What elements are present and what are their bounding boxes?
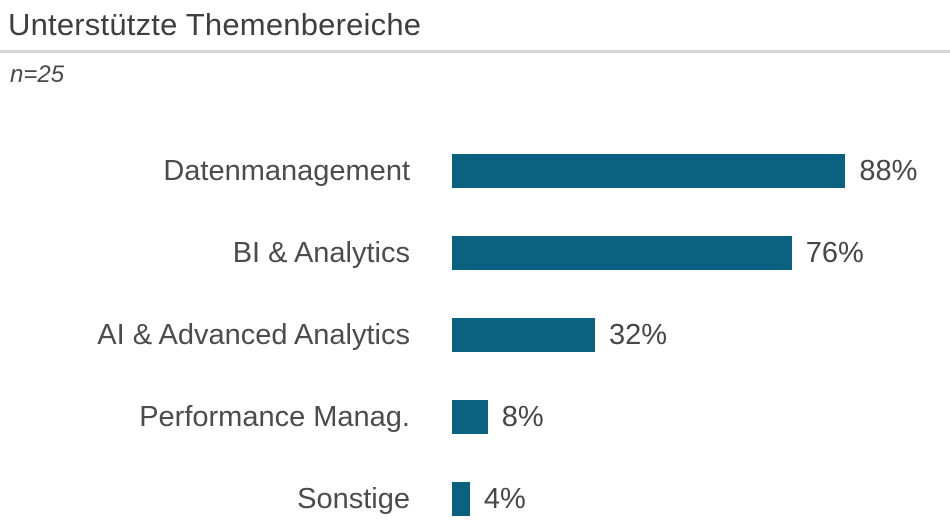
bar-row: BI & Analytics 76% bbox=[0, 236, 950, 270]
bar-area: 32% bbox=[452, 318, 950, 352]
category-label: BI & Analytics bbox=[232, 236, 410, 269]
bar-row: AI & Advanced Analytics 32% bbox=[0, 318, 950, 352]
bar-area: 76% bbox=[452, 236, 950, 270]
value-label: 8% bbox=[501, 400, 544, 433]
sample-size-label: n=25 bbox=[10, 61, 65, 88]
bar-chart: Datenmanagement 88% BI & Analytics 76% A… bbox=[0, 154, 950, 516]
category-label: Performance Manag. bbox=[139, 400, 410, 433]
title-divider bbox=[0, 50, 950, 53]
category-label: Sonstige bbox=[297, 482, 410, 515]
category-label: AI & Advanced Analytics bbox=[97, 318, 410, 351]
bar-row: Datenmanagement 88% bbox=[0, 154, 950, 188]
bar-area: 88% bbox=[452, 154, 950, 188]
value-label: 32% bbox=[609, 318, 668, 351]
bar-sonstige bbox=[452, 482, 470, 516]
bar-area: 8% bbox=[452, 400, 950, 434]
bar-ai-advanced-analytics bbox=[452, 318, 596, 352]
bar-row: Sonstige 4% bbox=[0, 482, 950, 516]
value-label: 76% bbox=[805, 236, 864, 269]
bar-area: 4% bbox=[452, 482, 950, 516]
value-label: 4% bbox=[483, 482, 526, 515]
value-label: 88% bbox=[859, 154, 918, 187]
category-label: Datenmanagement bbox=[163, 154, 410, 187]
bar-datenmanagement bbox=[452, 154, 846, 188]
bar-performance-manag bbox=[452, 400, 488, 434]
chart-title: Unterstützte Themenbereiche bbox=[8, 7, 422, 42]
bar-bi-analytics bbox=[452, 236, 792, 270]
bar-row: Performance Manag. 8% bbox=[0, 400, 950, 434]
